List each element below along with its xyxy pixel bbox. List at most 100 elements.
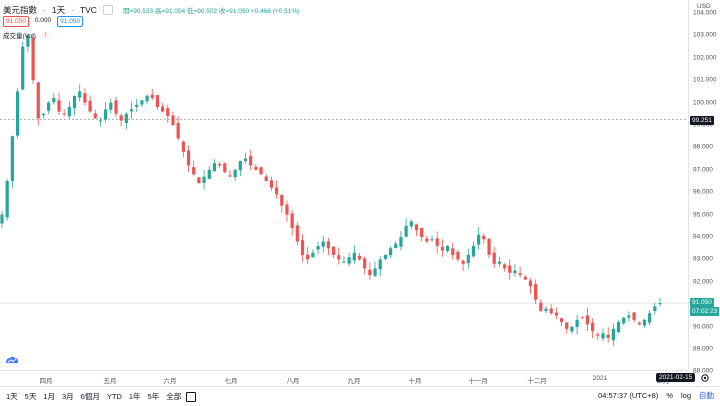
candle-body bbox=[456, 251, 460, 260]
candle-body bbox=[47, 102, 51, 111]
candle-body bbox=[502, 264, 507, 269]
time-axis[interactable]: 四月五月六月七月八月九月十月十一月十二月2021二月 bbox=[0, 370, 688, 385]
candle-body bbox=[166, 108, 170, 117]
candle-body bbox=[104, 109, 108, 120]
period-all[interactable]: 全部 bbox=[166, 392, 182, 401]
price-tick-label: 89.000 bbox=[693, 345, 713, 353]
candle-body bbox=[171, 115, 175, 125]
log-toggle[interactable]: log bbox=[680, 391, 691, 400]
price-tick-label: 95.000 bbox=[693, 211, 713, 219]
candlestick-chart[interactable] bbox=[0, 0, 688, 370]
candle-body bbox=[326, 241, 331, 249]
candle-body bbox=[88, 100, 92, 112]
candle-body bbox=[233, 169, 237, 178]
candle-body bbox=[461, 260, 465, 264]
candle-body bbox=[26, 35, 30, 47]
sell-price-button[interactable]: 91.050 bbox=[3, 16, 29, 27]
candle-body bbox=[124, 113, 128, 123]
candle-body bbox=[435, 238, 439, 246]
auto-scale-toggle[interactable]: 自動 bbox=[699, 391, 714, 400]
price-tick-label: 102.000 bbox=[693, 54, 717, 62]
candle-body bbox=[642, 319, 647, 326]
candle-body bbox=[114, 100, 118, 114]
candle-body bbox=[492, 252, 496, 264]
bar-countdown-tag: 07:02:23 bbox=[690, 307, 720, 316]
period-6m[interactable]: 6個月 bbox=[80, 392, 100, 401]
candle-body bbox=[109, 102, 113, 110]
candle-body bbox=[570, 326, 574, 332]
candle-body bbox=[378, 259, 382, 270]
candle-body bbox=[637, 322, 641, 325]
candle-body bbox=[264, 176, 268, 181]
candle-body bbox=[601, 333, 605, 339]
price-tick-label: 92.000 bbox=[693, 278, 713, 286]
candle-body bbox=[243, 158, 248, 162]
gear-icon[interactable] bbox=[700, 373, 710, 383]
bid-ask-row: 91.050 0.000 91.050 bbox=[3, 16, 84, 27]
period-3m[interactable]: 3月 bbox=[62, 392, 74, 401]
period-1d[interactable]: 1天 bbox=[6, 392, 18, 401]
candle-body bbox=[155, 95, 160, 108]
period-ytd[interactable]: YTD bbox=[106, 392, 122, 401]
candle-body bbox=[0, 214, 4, 224]
crosshair-price-tag: 99.251 bbox=[690, 116, 714, 125]
candle-body bbox=[565, 322, 569, 329]
candle-body bbox=[445, 245, 450, 252]
volume-legend: 成交量(Vol) ! bbox=[3, 30, 49, 40]
candle-body bbox=[591, 322, 595, 332]
warning-icon[interactable]: ! bbox=[41, 31, 49, 39]
eye-icon[interactable] bbox=[102, 5, 113, 15]
candle-body bbox=[212, 163, 217, 172]
candle-body bbox=[658, 303, 662, 305]
clock-display[interactable]: 04:57:37 (UTC+8) bbox=[598, 391, 659, 400]
candle-body bbox=[192, 167, 196, 175]
candle-body bbox=[150, 94, 154, 99]
candle-body bbox=[363, 258, 367, 269]
candle-body bbox=[373, 268, 377, 276]
candle-body bbox=[218, 164, 222, 166]
candle-body bbox=[471, 245, 476, 257]
candle-body bbox=[228, 175, 232, 177]
period-1m[interactable]: 1月 bbox=[43, 392, 56, 401]
candle-body bbox=[466, 254, 470, 264]
percent-toggle[interactable]: % bbox=[666, 391, 673, 400]
candle-body bbox=[176, 123, 180, 139]
candle-body bbox=[31, 37, 35, 81]
candle-body bbox=[477, 234, 481, 245]
calendar-icon[interactable] bbox=[186, 391, 197, 402]
candle-body bbox=[585, 315, 590, 325]
candle-body bbox=[482, 235, 486, 240]
tradingview-logo-icon[interactable] bbox=[5, 355, 19, 365]
candle-body bbox=[135, 104, 139, 107]
candle-body bbox=[440, 246, 444, 251]
candle-body bbox=[648, 313, 652, 323]
interval-label[interactable]: 1天 bbox=[51, 5, 66, 15]
period-5y[interactable]: 5年 bbox=[147, 392, 160, 401]
candle-body bbox=[331, 246, 336, 255]
candle-body bbox=[544, 308, 548, 312]
last-price-tag: 91.050 bbox=[690, 298, 714, 307]
symbol-name[interactable]: 美元指數 bbox=[3, 5, 38, 15]
separator: · bbox=[71, 5, 74, 15]
period-1y[interactable]: 1年 bbox=[128, 392, 141, 401]
candle-body bbox=[223, 163, 227, 173]
candle-body bbox=[21, 46, 25, 90]
price-tick-label: 88.000 bbox=[693, 367, 713, 375]
candle-body bbox=[41, 113, 46, 116]
candle-body bbox=[36, 82, 40, 119]
chart-area[interactable] bbox=[0, 0, 688, 370]
price-tick-label: 96.000 bbox=[693, 188, 713, 196]
candle-body bbox=[414, 224, 419, 231]
volume-label[interactable]: 成交量(Vol) bbox=[3, 33, 36, 40]
candle-body bbox=[161, 106, 165, 112]
separator: · bbox=[43, 5, 46, 15]
price-axis[interactable]: 104.000 103.000 102.000 101.000 100.000 99.00… bbox=[688, 0, 720, 375]
buy-price-button[interactable]: 91.050 bbox=[57, 16, 84, 27]
time-tick-label: 七月 bbox=[224, 378, 238, 385]
period-5d[interactable]: 5天 bbox=[24, 392, 37, 401]
candle-body bbox=[534, 284, 538, 300]
ohlc-values: 開=90.533 高=91.054 低=90.502 收=91.050 +0.4… bbox=[122, 8, 300, 15]
candle-body bbox=[420, 227, 424, 237]
candle-body bbox=[145, 95, 149, 102]
time-tick-label: 十月 bbox=[408, 378, 422, 385]
